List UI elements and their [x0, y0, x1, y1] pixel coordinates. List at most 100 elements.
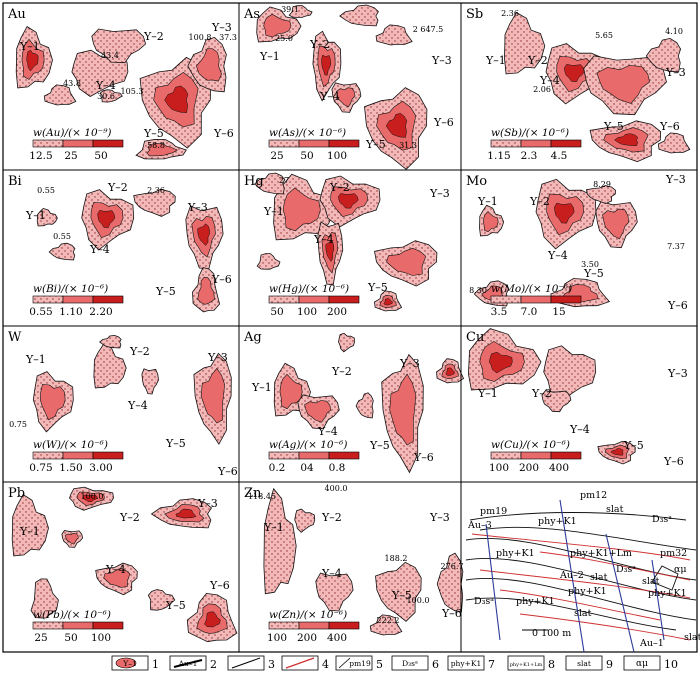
legend-number: 5 [376, 658, 383, 671]
value-label: 100.0 [81, 492, 104, 501]
zone-label: Y–2 [527, 54, 548, 67]
traverse-line [485, 523, 501, 641]
anomaly-peak [385, 113, 408, 138]
anomaly-zone [294, 508, 316, 533]
legend-tick: 100 [267, 632, 287, 644]
legend-tick: 50 [300, 150, 313, 162]
anomaly-peak [82, 494, 98, 502]
anomaly-zone [645, 37, 682, 73]
legend-swatch [298, 295, 330, 304]
value-label: 4.10 [665, 27, 683, 36]
legend-swatch [298, 139, 330, 148]
anomaly-core [336, 87, 356, 108]
geology-label: phy+K1 [648, 588, 687, 599]
anomaly-core [195, 48, 222, 82]
legend-tick: 04 [300, 462, 314, 474]
anomaly-peak [338, 193, 359, 209]
value-label: 105.3 [121, 87, 144, 96]
anomaly-zone [93, 343, 127, 389]
zone-label: Y–1 [251, 381, 272, 394]
zone-label: Y–3 [667, 367, 688, 380]
value-label: 222.2 [377, 616, 400, 625]
anomaly-zone [147, 589, 176, 611]
anomaly-zone [263, 487, 297, 595]
legend-swatch [298, 451, 330, 460]
value-label: 58.8 [147, 141, 165, 150]
panel-element-label: Sb [466, 7, 483, 22]
value-label: 276.7 [441, 562, 464, 571]
zone-label: Y–5 [391, 589, 412, 602]
zone-label: Y–5 [623, 439, 644, 452]
zone-label: Y–1 [263, 205, 284, 218]
legend-tick: 0.75 [29, 462, 52, 474]
anomaly-zone [657, 132, 691, 154]
anomaly-zone [256, 253, 281, 270]
legend-swatch [328, 451, 360, 460]
value-label: 100.8 [189, 33, 212, 42]
zone-label: Y–1 [477, 387, 498, 400]
legend-title: w(Ag)/(× 10⁻⁶) [269, 439, 347, 451]
legend-title: w(As)/(× 10⁻⁶) [269, 127, 346, 139]
geology-label: phy+K1 [516, 596, 555, 607]
zone-label: Y–2 [321, 511, 342, 524]
zone-label: Y–4 [547, 249, 568, 262]
geology-label: slat [642, 576, 660, 587]
zone-label: Y–6 [209, 579, 230, 592]
zone-label: Y–1 [263, 521, 284, 534]
zone-label: Y–5 [143, 127, 164, 140]
legend-tick: 50 [64, 632, 77, 644]
zone-label: Y–5 [165, 437, 186, 450]
anomaly-zone [141, 368, 159, 395]
legend-tick: 1.15 [487, 150, 510, 162]
legend-tick: 100 [297, 306, 317, 318]
zone-label: Y–3 [207, 351, 228, 364]
legend-tick: 0.8 [329, 462, 346, 474]
legend-tick: 4.5 [551, 150, 568, 162]
fault-symbol [285, 657, 315, 669]
legend-title: w(Bi)/(× 10⁻⁶) [33, 283, 108, 295]
zone-label: Y–2 [329, 181, 350, 194]
anomaly-peak [489, 351, 513, 374]
zone-label: Y–2 [529, 195, 550, 208]
anomaly-core [279, 373, 303, 410]
traverse-symbol [338, 657, 351, 669]
legend-tick: 200 [519, 462, 539, 474]
anomaly-peak [197, 223, 210, 246]
traverse-line [605, 533, 635, 653]
legend-tick: 200 [327, 306, 347, 318]
zone-label: Y–3 [429, 511, 450, 524]
value-label: 0.75 [9, 420, 27, 429]
legend-symbol-text: slat [577, 659, 591, 668]
anomaly-core [103, 567, 131, 588]
legend-swatch [268, 621, 300, 630]
zone-label: Y–3 [187, 201, 208, 214]
geology-label: slat [606, 504, 624, 515]
legend-number: 7 [488, 658, 495, 671]
anomaly-core [602, 208, 630, 240]
figure-frame [2, 2, 698, 653]
panel-element-label: W [8, 330, 22, 345]
anomaly-zone [99, 334, 122, 349]
legend-symbol-box [335, 655, 373, 671]
legend-swatch [520, 139, 552, 148]
anomaly-zone [288, 5, 313, 18]
legend-swatch [92, 139, 124, 148]
legend-symbol-text: phy+K1+Lm [510, 662, 543, 668]
zone-label: Y–5 [365, 138, 386, 151]
anomaly-zone [543, 345, 597, 403]
legend-tick: 200 [297, 632, 317, 644]
legend-title: w(Au)/(× 10⁻⁹) [33, 127, 112, 139]
fault-line [471, 533, 691, 561]
anomaly-zone [375, 24, 413, 46]
value-label: 43.8 [63, 79, 81, 88]
zone-label: Y–5 [165, 599, 186, 612]
zone-label: Y–2 [309, 38, 330, 51]
anomaly-peak [26, 49, 39, 72]
geology-label: αμ [674, 564, 687, 575]
legend-number: 3 [268, 658, 275, 671]
anomaly-zone [30, 578, 59, 619]
legend-swatch [490, 139, 522, 148]
panel-element-label: Hg [244, 174, 264, 189]
zone-label: Y–4 [89, 243, 110, 256]
geology-label: D₃sᵃ [616, 564, 636, 575]
